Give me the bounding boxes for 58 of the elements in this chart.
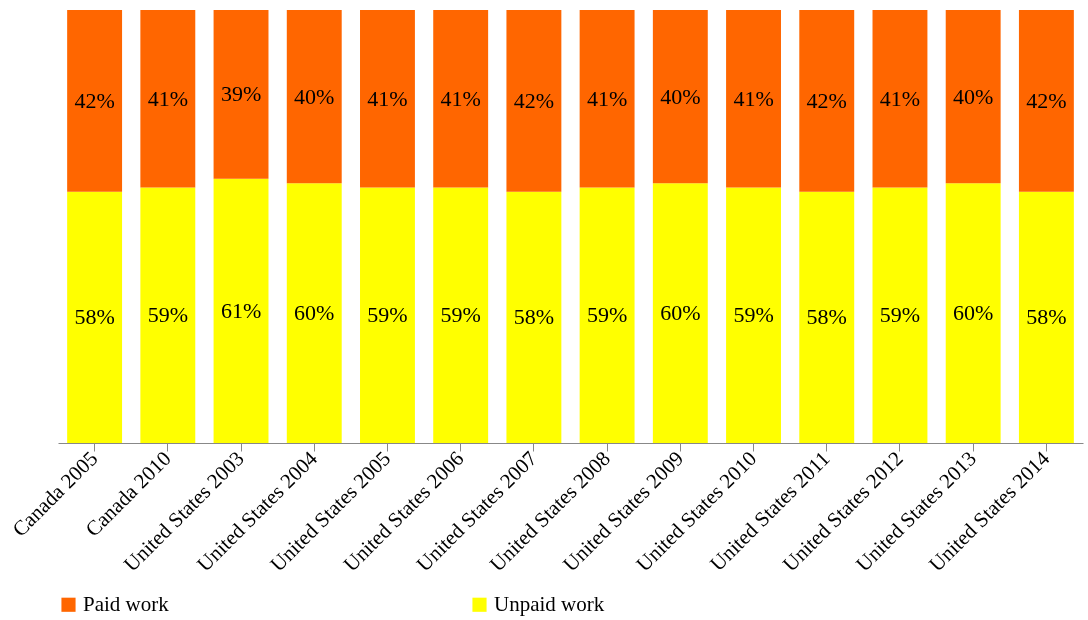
data-label: 42% xyxy=(1026,87,1067,113)
bar xyxy=(433,10,489,188)
data-label: 59% xyxy=(879,302,921,328)
bar xyxy=(872,187,928,443)
data-label: 58% xyxy=(806,304,847,330)
data-label: 40% xyxy=(660,83,701,109)
bar xyxy=(140,187,196,443)
data-label: 61% xyxy=(220,297,262,323)
data-label: 41% xyxy=(440,85,481,111)
bar xyxy=(799,10,855,192)
data-label: 41% xyxy=(147,85,188,111)
data-label: 59% xyxy=(440,302,481,328)
bar xyxy=(286,10,342,184)
bar xyxy=(360,187,415,443)
bar xyxy=(506,10,562,192)
bar xyxy=(433,187,489,443)
legend-label: Unpaid work xyxy=(494,591,605,616)
bar xyxy=(506,191,562,443)
bar xyxy=(726,187,781,443)
data-label: 59% xyxy=(367,302,408,328)
bar xyxy=(799,191,855,443)
bar xyxy=(872,10,928,188)
bar xyxy=(652,10,708,184)
bar xyxy=(579,10,635,188)
bar xyxy=(286,183,342,443)
data-label: 39% xyxy=(220,81,262,107)
bar xyxy=(360,10,415,188)
bar xyxy=(945,10,1001,184)
bar xyxy=(1018,10,1074,192)
bar xyxy=(579,187,635,443)
data-label: 42% xyxy=(513,87,555,113)
data-label: 60% xyxy=(294,300,335,326)
data-label: 60% xyxy=(660,300,701,326)
bar xyxy=(726,10,781,188)
data-label: 41% xyxy=(367,85,408,111)
data-label: 58% xyxy=(1026,304,1067,330)
data-label: 41% xyxy=(586,85,628,111)
bar xyxy=(213,178,269,443)
data-label: 40% xyxy=(294,83,335,109)
data-label: 59% xyxy=(586,302,628,328)
data-label: 42% xyxy=(74,87,115,113)
data-label: 59% xyxy=(733,302,774,328)
data-label: 41% xyxy=(733,85,774,111)
data-label: 40% xyxy=(953,83,994,109)
bar xyxy=(213,10,269,179)
bar xyxy=(652,183,708,443)
bar xyxy=(1018,191,1074,443)
bar xyxy=(67,10,123,192)
data-label: 60% xyxy=(953,300,994,326)
data-label: 58% xyxy=(513,304,555,330)
data-label: 58% xyxy=(74,304,115,330)
bar xyxy=(67,191,123,443)
data-label: 41% xyxy=(879,85,921,111)
data-label: 42% xyxy=(806,87,847,113)
bar xyxy=(945,183,1001,443)
bar xyxy=(140,10,196,188)
legend-label: Paid work xyxy=(83,591,170,616)
data-label: 59% xyxy=(147,302,188,328)
